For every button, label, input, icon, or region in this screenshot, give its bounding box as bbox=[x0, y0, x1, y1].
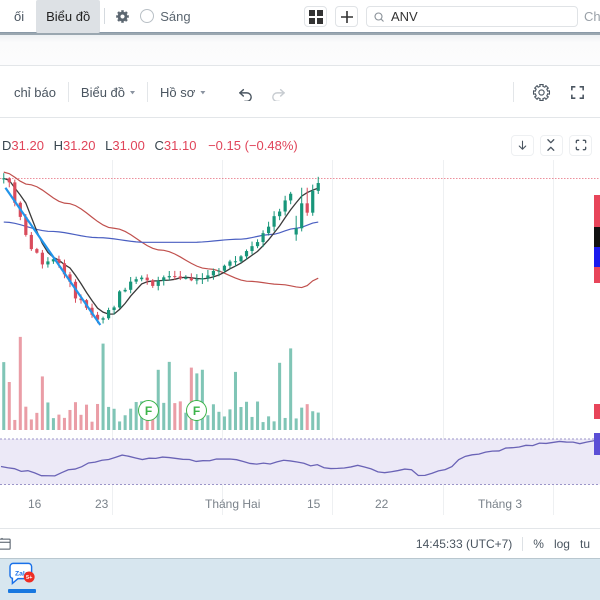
svg-text:5+: 5+ bbox=[26, 575, 33, 581]
